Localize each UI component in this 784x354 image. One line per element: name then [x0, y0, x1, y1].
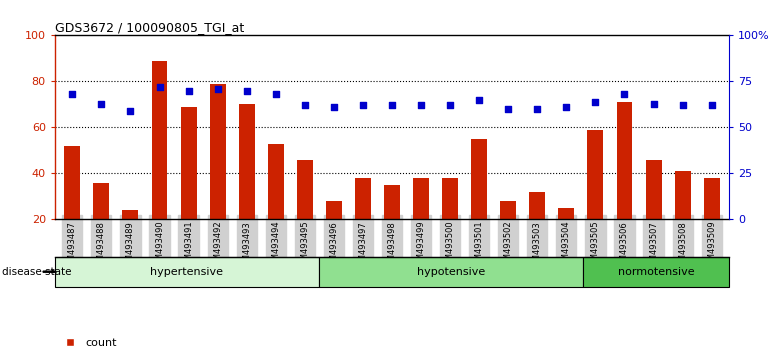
Point: [183, 88, 195, 93]
Bar: [704, 178, 720, 219]
Point: [589, 99, 601, 104]
Bar: [122, 210, 139, 219]
Bar: [297, 160, 313, 219]
Text: normotensive: normotensive: [618, 267, 694, 277]
Bar: [442, 178, 458, 219]
Text: GDS3672 / 100090805_TGI_at: GDS3672 / 100090805_TGI_at: [55, 21, 244, 34]
Bar: [471, 139, 487, 219]
Text: hypertensive: hypertensive: [151, 267, 223, 277]
Point: [328, 104, 340, 110]
Bar: [355, 178, 371, 219]
Bar: [326, 201, 342, 219]
Bar: [616, 102, 633, 219]
Bar: [384, 185, 400, 219]
Text: hypotensive: hypotensive: [416, 267, 485, 277]
Point: [124, 108, 136, 114]
Bar: [500, 201, 516, 219]
Text: disease state: disease state: [2, 267, 71, 277]
Point: [473, 97, 485, 103]
Bar: [413, 178, 429, 219]
Point: [677, 103, 689, 108]
Bar: [151, 61, 168, 219]
Bar: [64, 146, 80, 219]
Legend: count, percentile rank within the sample: count, percentile rank within the sample: [55, 333, 278, 354]
Bar: [93, 183, 110, 219]
Point: [66, 91, 78, 97]
Point: [415, 103, 427, 108]
Point: [706, 103, 718, 108]
Bar: [558, 208, 575, 219]
Point: [212, 86, 224, 92]
Bar: [268, 143, 284, 219]
Point: [357, 103, 369, 108]
Point: [531, 106, 543, 112]
Point: [95, 101, 107, 106]
Bar: [180, 107, 197, 219]
Point: [444, 103, 456, 108]
Point: [502, 106, 514, 112]
Point: [270, 91, 282, 97]
Bar: [209, 84, 226, 219]
Point: [299, 103, 311, 108]
Bar: [587, 130, 604, 219]
Point: [648, 101, 660, 106]
Bar: [645, 160, 662, 219]
Bar: [529, 192, 546, 219]
Point: [241, 88, 253, 93]
Point: [153, 84, 165, 90]
Point: [560, 104, 572, 110]
Point: [386, 103, 398, 108]
Point: [619, 91, 631, 97]
Bar: [674, 171, 691, 219]
Bar: [238, 104, 255, 219]
